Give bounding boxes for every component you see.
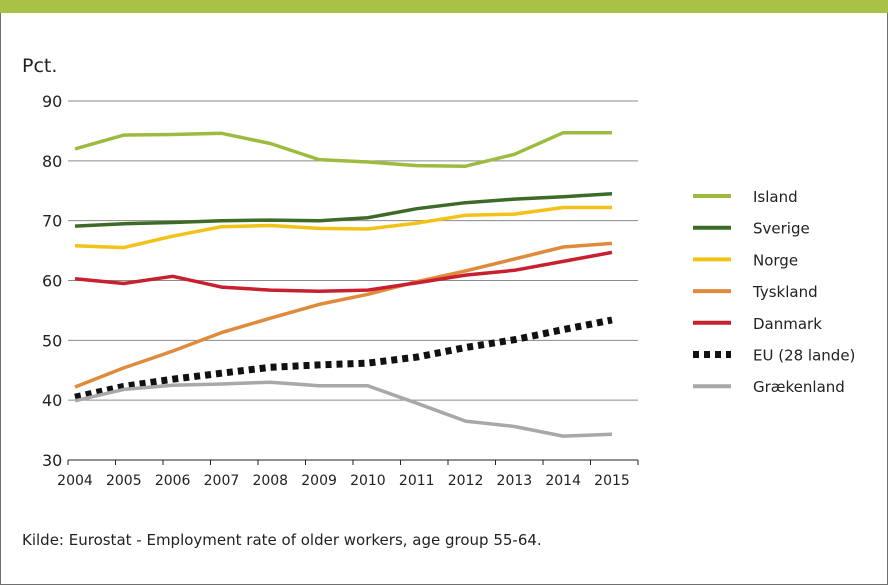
legend-label-eu-28-lande: EU (28 lande) [753, 347, 855, 365]
x-tick-label: 2006 [155, 473, 191, 489]
x-tick-label: 2005 [106, 473, 142, 489]
x-tick-label: 2004 [57, 473, 93, 489]
legend-label-tyskland: Tyskland [752, 283, 818, 301]
y-tick-label: 70 [42, 212, 62, 231]
legend-label-grækenland: Grækenland [753, 378, 845, 396]
x-tick-label: 2007 [204, 473, 240, 489]
legend-label-norge: Norge [753, 251, 798, 269]
y-tick-label: 50 [42, 331, 62, 350]
legend-label-sverige: Sverige [753, 220, 810, 238]
header-bar [0, 0, 888, 13]
x-tick-label: 2011 [399, 473, 435, 489]
y-tick-label: 30 [42, 451, 62, 470]
axes: 30 40 50 60 70 80 90 2004 2005 2006 2007 2008 2009 20… [42, 92, 639, 489]
source-note: Kilde: Eurostat - Employment rate of old… [22, 531, 542, 549]
x-tick-label: 2009 [301, 473, 337, 489]
x-tick-label: 2012 [448, 473, 484, 489]
series-line-grækenland [74, 380, 613, 438]
series-lines [74, 130, 613, 438]
series-line-tyskland [74, 241, 613, 389]
y-tick-label: 90 [42, 92, 62, 111]
legend: Island Sverige Norge Tyskland Danmark EU (28 … [693, 188, 855, 396]
legend-label-island: Island [753, 188, 798, 206]
series-line-danmark [74, 250, 613, 294]
x-tick-label: 2013 [497, 473, 533, 489]
y-tick-label: 40 [42, 391, 62, 410]
series-line-norge [74, 205, 612, 250]
x-tick-label: 2008 [252, 473, 288, 489]
series-line-eu-28-lande [74, 316, 613, 401]
gridlines [68, 100, 638, 401]
y-axis-label: Pct. [22, 55, 57, 77]
y-tick-label: 80 [42, 152, 62, 171]
legend-label-danmark: Danmark [753, 315, 822, 333]
x-tick-label: 2010 [350, 473, 386, 489]
series-line-island [74, 130, 612, 168]
x-tick-label: 2014 [545, 473, 581, 489]
y-tick-label: 60 [42, 272, 62, 291]
series-line-sverige [74, 191, 613, 228]
x-tick-label: 2015 [594, 473, 630, 489]
